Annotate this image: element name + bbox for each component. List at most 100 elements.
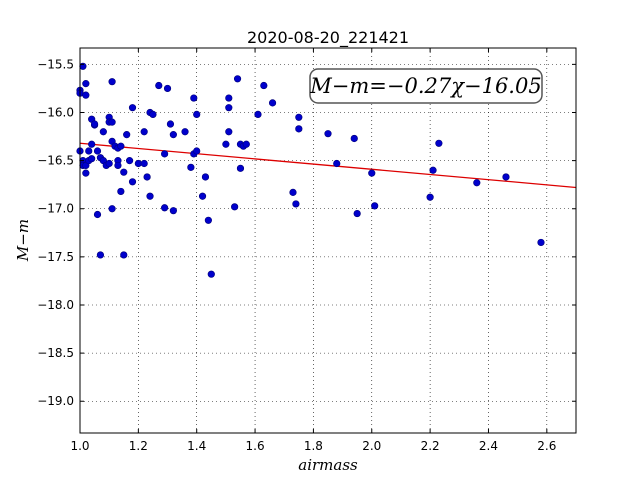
data-point (236, 164, 245, 172)
data-point (225, 104, 233, 112)
data-point (225, 94, 233, 102)
x-tick-label: 2.0 (362, 439, 381, 453)
y-tick-label: −19.0 (37, 394, 74, 408)
data-point (149, 110, 157, 119)
data-point (85, 147, 93, 155)
x-tick-label: 1.8 (304, 439, 323, 453)
data-point (140, 128, 148, 136)
data-point (231, 203, 239, 211)
data-point (82, 91, 90, 99)
y-tick-label: −16.0 (37, 105, 74, 119)
data-point (93, 210, 102, 219)
data-point (225, 128, 233, 136)
data-point (193, 110, 201, 119)
data-point (429, 166, 437, 174)
data-point (260, 81, 268, 90)
y-tick-label: −18.5 (37, 346, 74, 360)
x-tick-label: 1.4 (187, 439, 206, 453)
plot-frame (79, 47, 577, 434)
data-point (295, 125, 303, 133)
y-axis-ticks: −15.5 −16.0 −16.5 −17.0 −17.5 −18.0 −18.5 −19.0 (37, 57, 576, 408)
data-point (181, 128, 189, 136)
data-point (126, 157, 134, 165)
data-point (187, 163, 195, 171)
y-axis-label: M−m (14, 219, 32, 262)
y-tick-label: −18.0 (37, 298, 74, 312)
data-point (350, 134, 358, 143)
x-tick-label: 2.4 (479, 439, 498, 453)
data-point (166, 120, 175, 128)
data-point (108, 205, 116, 213)
fit-line (79, 142, 577, 189)
data-point (108, 78, 116, 86)
chart-title: 2020-08-20_221421 (247, 28, 409, 48)
data-point (99, 128, 107, 136)
data-point (537, 238, 545, 247)
y-tick-label: −17.5 (37, 250, 74, 264)
data-point (289, 188, 297, 196)
data-point (333, 159, 341, 168)
fit-line-layer (79, 142, 577, 189)
x-tick-label: 1.2 (129, 439, 148, 453)
data-point (146, 192, 154, 200)
data-point (368, 169, 376, 177)
data-point (426, 193, 434, 201)
data-point (108, 118, 116, 126)
x-tick-label: 2.6 (537, 439, 556, 453)
data-point (254, 110, 262, 119)
data-points (76, 62, 545, 278)
data-point (292, 200, 300, 208)
data-point (155, 81, 163, 90)
data-point (161, 204, 169, 212)
fit-equation-box: M−m=−0.27χ−16.05 (309, 68, 543, 104)
data-point (82, 80, 90, 88)
data-point (324, 130, 332, 138)
data-point (82, 169, 90, 177)
data-point (88, 140, 96, 148)
data-point (295, 113, 303, 121)
y-tick-label: −16.5 (37, 154, 74, 168)
data-point (502, 173, 510, 181)
data-point (242, 140, 250, 148)
annotation-box (309, 68, 543, 104)
x-tick-label: 2.2 (421, 439, 440, 453)
data-point (128, 178, 137, 186)
data-point (90, 120, 99, 128)
data-point (169, 207, 177, 215)
data-point (169, 131, 177, 139)
data-point (435, 139, 443, 147)
data-point (233, 75, 242, 83)
data-point (204, 216, 212, 224)
data-point (114, 161, 122, 170)
data-point (128, 104, 137, 112)
data-point (201, 173, 210, 181)
fit-equation: M−m=−0.27χ−16.05 (309, 74, 541, 98)
data-point (143, 173, 151, 181)
data-point (222, 140, 230, 148)
data-point (198, 192, 207, 200)
data-point (105, 159, 113, 168)
data-point (161, 150, 169, 158)
data-point (193, 147, 201, 155)
x-tick-label: 1.0 (70, 439, 89, 453)
x-tick-label: 1.6 (246, 439, 265, 453)
x-axis-label: airmass (298, 456, 358, 474)
data-point (473, 179, 481, 187)
data-point (190, 94, 198, 102)
data-point (88, 155, 96, 163)
data-point (120, 251, 128, 259)
x-axis-ticks: 1.0 1.2 1.4 1.6 1.8 2.0 2.2 2.4 2.6 (70, 48, 556, 453)
data-point (353, 209, 361, 218)
data-point (120, 168, 128, 176)
y-tick-label: −15.5 (37, 57, 74, 71)
data-point (96, 251, 105, 259)
data-point (140, 159, 148, 168)
data-point (93, 147, 102, 155)
data-point (117, 187, 125, 196)
data-point (123, 131, 131, 139)
data-point (371, 202, 379, 210)
data-point (117, 142, 125, 150)
data-point (268, 99, 277, 107)
y-tick-label: −17.0 (37, 202, 74, 216)
